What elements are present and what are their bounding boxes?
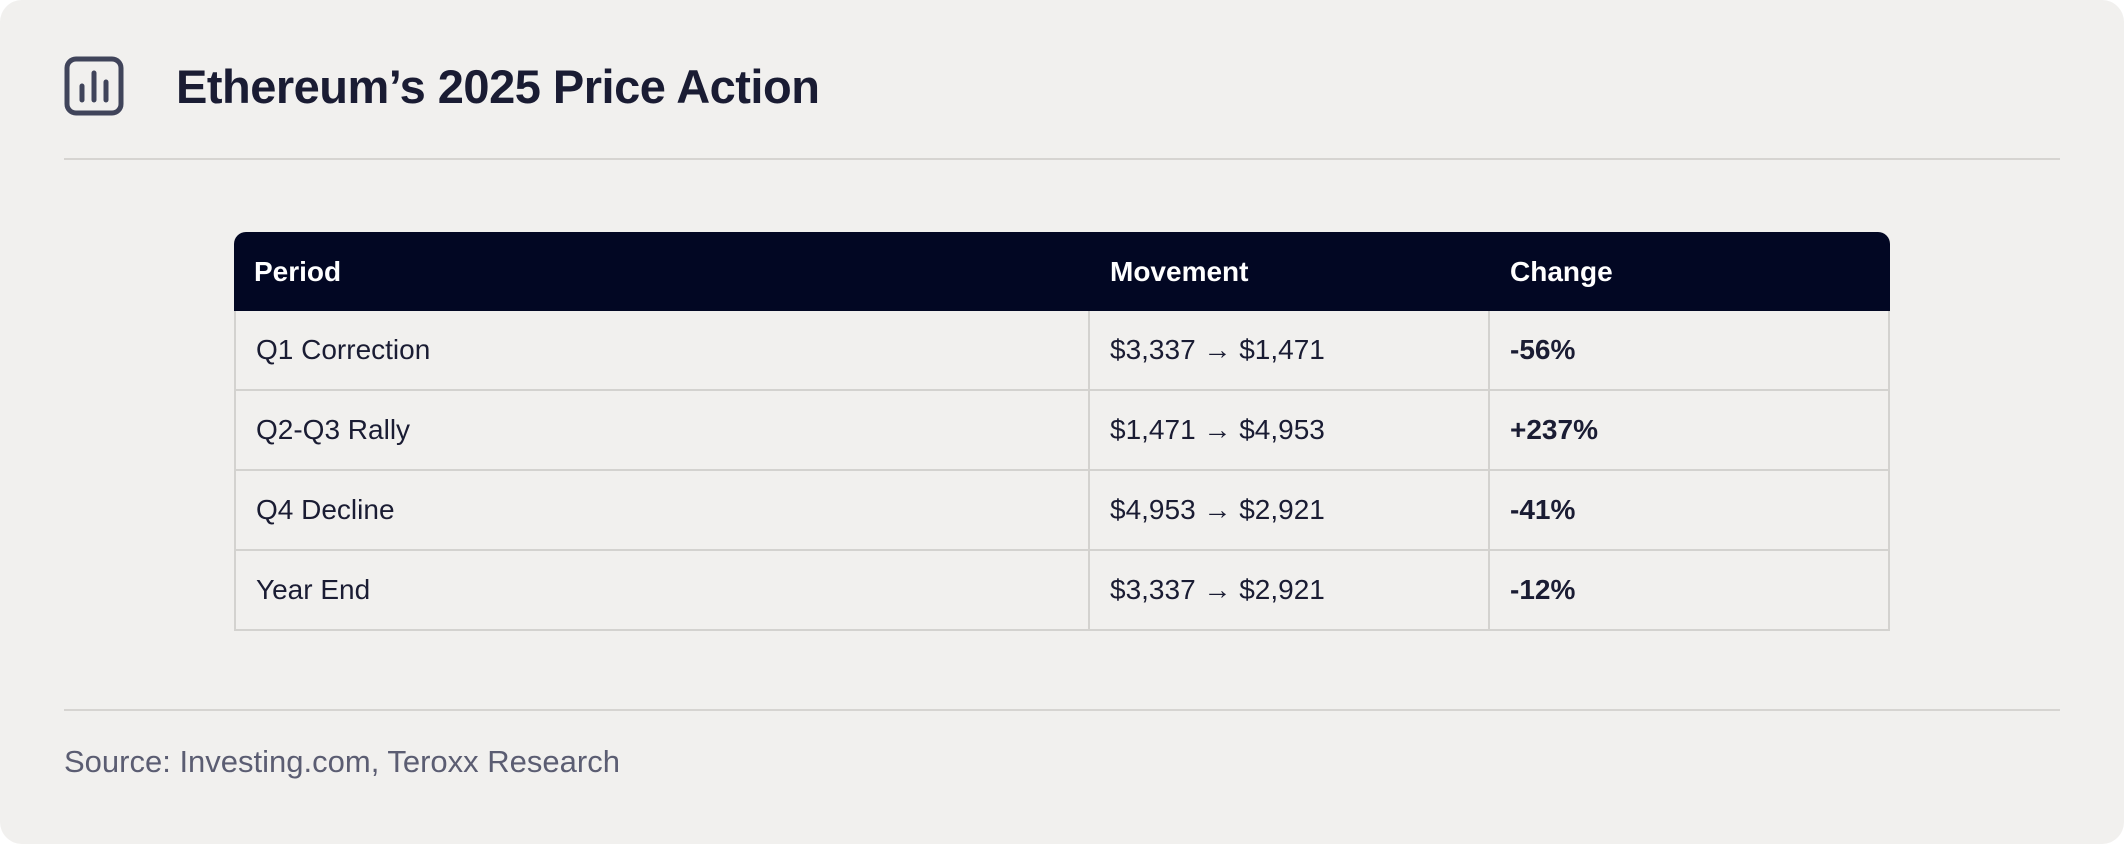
- column-header-period: Period: [234, 232, 1090, 311]
- movement-cell: $3,337 → $1,471: [1090, 311, 1490, 391]
- column-header-movement: Movement: [1090, 232, 1490, 311]
- price-table: Period Movement Change Q1 Correction $3,…: [234, 232, 1890, 631]
- change-cell: +237%: [1490, 391, 1890, 471]
- movement-cell: $3,337 → $2,921: [1090, 551, 1490, 631]
- column-header-change: Change: [1490, 232, 1890, 311]
- movement-cell: $4,953 → $2,921: [1090, 471, 1490, 551]
- period-cell: Q4 Decline: [234, 471, 1090, 551]
- period-cell: Q2-Q3 Rally: [234, 391, 1090, 471]
- table-row: Q2-Q3 Rally $1,471 → $4,953 +237%: [234, 391, 1890, 471]
- period-cell: Year End: [234, 551, 1090, 631]
- header-divider: [64, 158, 2060, 160]
- table-row: Q1 Correction $3,337 → $1,471 -56%: [234, 311, 1890, 391]
- footer-divider: [64, 709, 2060, 711]
- movement-cell: $1,471 → $4,953: [1090, 391, 1490, 471]
- chart-header: Ethereum’s 2025 Price Action: [64, 50, 820, 122]
- table-row: Year End $3,337 → $2,921 -12%: [234, 551, 1890, 631]
- change-cell: -41%: [1490, 471, 1890, 551]
- period-cell: Q1 Correction: [234, 311, 1090, 391]
- change-cell: -12%: [1490, 551, 1890, 631]
- page-title: Ethereum’s 2025 Price Action: [176, 59, 820, 113]
- source-note: Source: Investing.com, Teroxx Research: [64, 744, 620, 779]
- change-cell: -56%: [1490, 311, 1890, 391]
- table-row: Q4 Decline $4,953 → $2,921 -41%: [234, 471, 1890, 551]
- bar-chart-icon: [64, 56, 124, 116]
- table-header-row: Period Movement Change: [234, 232, 1890, 311]
